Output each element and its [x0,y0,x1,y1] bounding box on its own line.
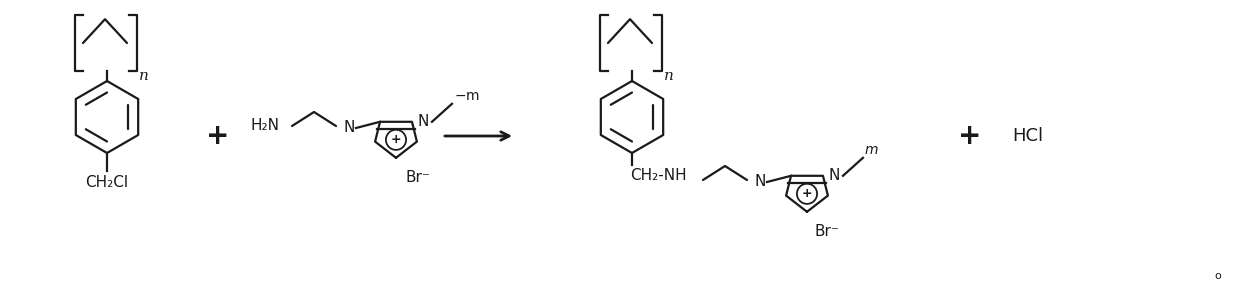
Text: CH₂-NH: CH₂-NH [630,168,687,183]
Text: n: n [139,69,149,83]
Text: Br⁻: Br⁻ [815,224,839,239]
Text: n: n [663,69,673,83]
Text: H₂N: H₂N [250,118,279,134]
Text: $-$m: $-$m [454,89,480,103]
Text: CH₂Cl: CH₂Cl [86,175,129,190]
Text: +: + [802,187,812,200]
Text: +: + [391,133,402,146]
Text: $m$: $m$ [864,143,878,157]
Text: Br⁻: Br⁻ [405,170,430,185]
Text: N: N [754,175,765,190]
Text: o: o [1215,271,1221,281]
Text: +: + [206,122,229,150]
Text: +: + [959,122,982,150]
Text: N: N [830,168,841,183]
Text: HCl: HCl [1012,127,1043,145]
Text: N: N [343,120,355,135]
Text: N: N [418,114,429,129]
